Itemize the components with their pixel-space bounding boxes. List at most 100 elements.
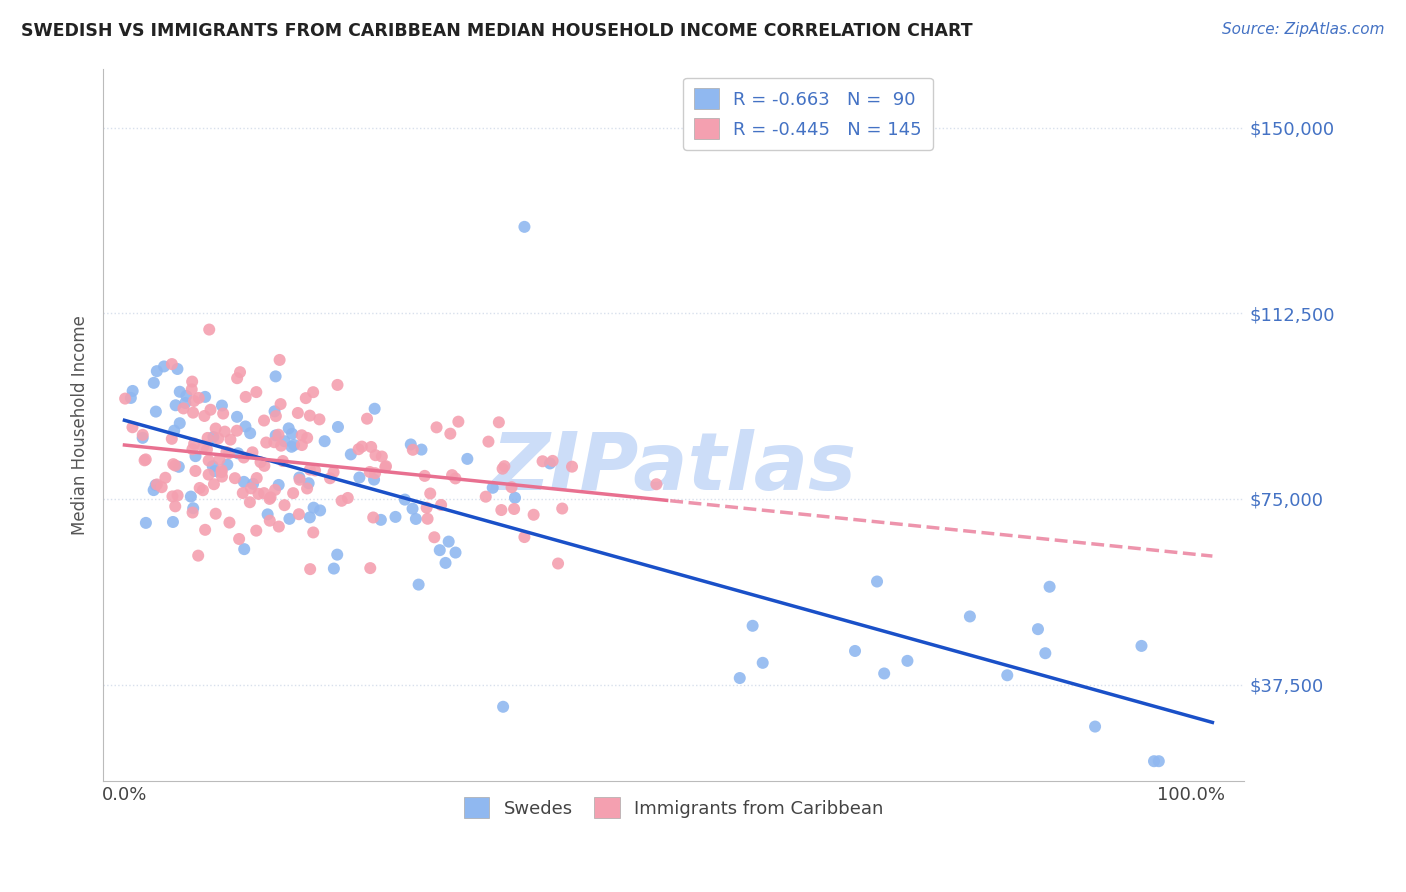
Point xyxy=(441,468,464,483)
Point xyxy=(283,486,305,500)
Point xyxy=(270,397,292,411)
Point xyxy=(259,491,281,506)
Point xyxy=(194,523,217,537)
Point xyxy=(181,501,204,516)
Point xyxy=(361,510,384,524)
Point xyxy=(187,391,209,405)
Point xyxy=(434,556,457,570)
Point xyxy=(167,459,190,474)
Point xyxy=(200,402,222,417)
Point xyxy=(751,656,773,670)
Point xyxy=(271,454,294,468)
Point xyxy=(1147,754,1170,768)
Point xyxy=(146,364,169,378)
Point xyxy=(538,457,561,471)
Point xyxy=(226,371,249,385)
Text: SWEDISH VS IMMIGRANTS FROM CARIBBEAN MEDIAN HOUSEHOLD INCOME CORRELATION CHART: SWEDISH VS IMMIGRANTS FROM CARIBBEAN MED… xyxy=(21,22,973,40)
Point xyxy=(193,440,215,454)
Point xyxy=(235,390,257,404)
Point xyxy=(239,426,262,441)
Point xyxy=(363,401,385,416)
Point xyxy=(494,459,516,474)
Point xyxy=(134,453,156,467)
Point xyxy=(309,503,332,517)
Point xyxy=(995,668,1018,682)
Point xyxy=(447,415,470,429)
Point xyxy=(194,390,217,404)
Point xyxy=(219,433,242,447)
Point xyxy=(291,438,314,452)
Point xyxy=(349,470,371,484)
Point xyxy=(197,453,219,467)
Point xyxy=(197,467,219,482)
Point xyxy=(181,506,204,520)
Point xyxy=(195,442,218,457)
Point xyxy=(214,425,236,439)
Point xyxy=(160,432,183,446)
Point xyxy=(146,477,169,491)
Point xyxy=(145,404,167,418)
Point xyxy=(232,475,254,489)
Point xyxy=(322,561,344,575)
Point xyxy=(207,432,229,446)
Point xyxy=(474,490,496,504)
Point xyxy=(225,424,247,438)
Point xyxy=(232,486,254,500)
Point xyxy=(193,409,215,423)
Point xyxy=(201,459,224,474)
Point xyxy=(259,514,281,528)
Point xyxy=(481,481,503,495)
Point xyxy=(180,383,202,397)
Point xyxy=(211,399,233,413)
Point xyxy=(155,471,177,485)
Point xyxy=(340,447,363,461)
Point xyxy=(561,459,583,474)
Point xyxy=(288,473,311,487)
Point xyxy=(491,503,513,517)
Point xyxy=(253,413,276,427)
Point xyxy=(541,454,564,468)
Point xyxy=(299,562,322,576)
Point xyxy=(1130,639,1153,653)
Point xyxy=(245,524,267,538)
Point xyxy=(264,369,287,384)
Point xyxy=(425,420,447,434)
Point xyxy=(1039,580,1062,594)
Point xyxy=(267,427,290,442)
Point xyxy=(132,428,155,442)
Point xyxy=(336,491,359,505)
Point xyxy=(267,478,290,492)
Point xyxy=(165,458,187,473)
Point xyxy=(249,455,271,469)
Point xyxy=(330,493,353,508)
Point xyxy=(212,407,235,421)
Point xyxy=(202,477,225,491)
Point xyxy=(120,391,142,405)
Point xyxy=(263,404,285,418)
Point xyxy=(375,459,398,474)
Point xyxy=(254,435,277,450)
Point xyxy=(288,507,311,521)
Point xyxy=(547,557,569,571)
Point xyxy=(360,440,382,454)
Point xyxy=(180,490,202,504)
Point xyxy=(187,549,209,563)
Point xyxy=(350,440,373,454)
Point xyxy=(326,420,349,434)
Point xyxy=(204,507,226,521)
Point xyxy=(263,435,285,450)
Point xyxy=(197,431,219,445)
Point xyxy=(121,384,143,398)
Point xyxy=(246,471,269,485)
Point xyxy=(121,420,143,434)
Point xyxy=(844,644,866,658)
Point xyxy=(444,545,467,559)
Point xyxy=(163,424,186,438)
Point xyxy=(162,515,184,529)
Point xyxy=(218,446,240,460)
Point xyxy=(184,464,207,478)
Point xyxy=(204,464,226,478)
Point xyxy=(302,500,325,515)
Point xyxy=(215,445,238,459)
Point xyxy=(278,512,301,526)
